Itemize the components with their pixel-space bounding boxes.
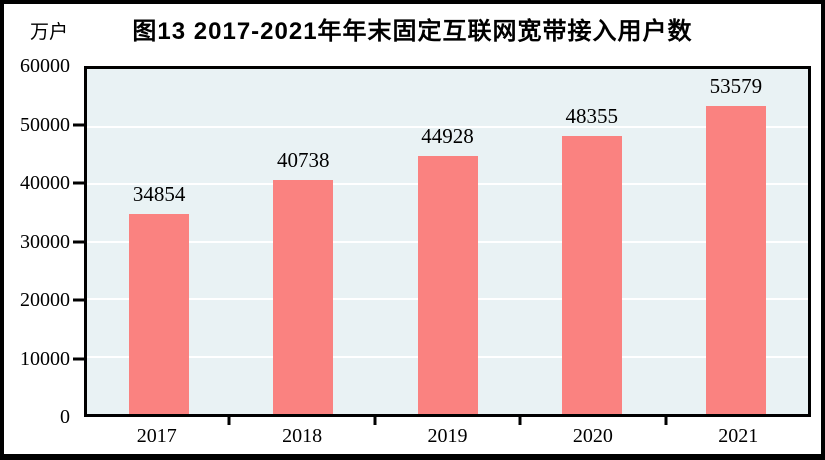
y-axis-tick-marks (73, 66, 84, 417)
bar-value-label: 53579 (709, 73, 763, 98)
bar-value-label: 44928 (421, 123, 474, 148)
x-tick-mark (227, 417, 231, 425)
y-tick-mark (73, 123, 84, 126)
y-tick-label: 0 (60, 406, 70, 428)
gridline (87, 125, 808, 128)
bar (561, 135, 622, 414)
chart-title: 图13 2017-2021年年末固定互联网宽带接入用户数 (132, 18, 693, 45)
x-axis-label: 2017 (136, 425, 177, 447)
x-tick-mark (664, 417, 668, 425)
x-tick-mark (518, 417, 522, 425)
bar-value-label: 48355 (565, 103, 618, 128)
x-axis-label: 2019 (427, 425, 468, 447)
x-axis-label: 2021 (718, 425, 759, 447)
x-tick-mark (373, 417, 377, 425)
y-axis-unit-label: 万户 (30, 22, 69, 43)
y-tick-label: 20000 (20, 289, 70, 311)
y-tick-label: 60000 (20, 55, 70, 77)
y-tick-mark (73, 181, 84, 185)
x-axis-tick-marks (84, 417, 811, 425)
bar (417, 155, 478, 414)
y-tick-label: 30000 (20, 230, 70, 253)
x-axis-label: 2020 (572, 425, 613, 447)
bar (129, 213, 190, 414)
plot-area: 34854 40738 44928 48355 53579 (84, 66, 811, 417)
bar (705, 105, 766, 414)
x-axis-tick-labels: 2017 2018 2019 2020 2021 (84, 425, 811, 449)
bar-value-label: 40738 (277, 147, 330, 172)
y-tick-mark (73, 298, 84, 302)
y-tick-label: 50000 (20, 113, 70, 136)
y-tick-mark (73, 357, 84, 360)
y-tick-label: 10000 (20, 347, 70, 370)
bar (273, 179, 334, 414)
y-tick-label: 40000 (20, 172, 70, 194)
y-axis-tick-labels: 0 10000 20000 30000 40000 50000 60000 (4, 56, 70, 427)
x-axis-label: 2018 (282, 425, 323, 447)
y-tick-mark (73, 240, 84, 243)
bar-value-label: 34854 (132, 181, 186, 206)
